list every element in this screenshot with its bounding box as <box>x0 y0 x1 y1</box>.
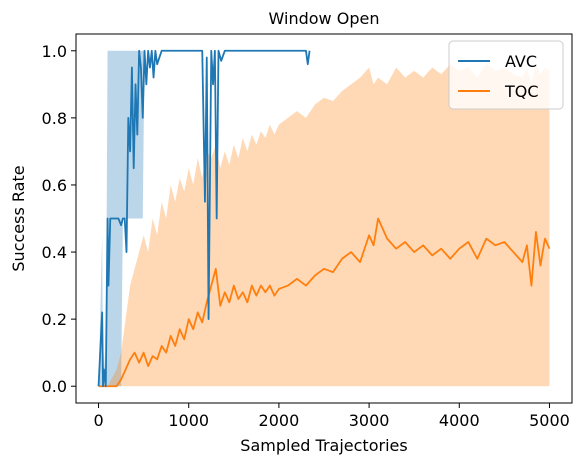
legend: AVC TQC <box>448 40 564 110</box>
y-tick-label: 0.8 <box>42 109 67 128</box>
confidence-bands <box>98 50 550 387</box>
x-axis-ticks: 0 1000 2000 3000 4000 5000 <box>93 403 570 430</box>
x-tick-label: 0 <box>93 411 103 430</box>
x-tick-label: 2000 <box>259 411 300 430</box>
line-tqc <box>98 217 551 388</box>
legend-label-avc: AVC <box>505 52 537 71</box>
y-tick-label: 0.2 <box>42 310 67 329</box>
plot-frame <box>75 33 573 404</box>
chart-title: Window Open <box>269 9 380 28</box>
y-tick-label: 1.0 <box>42 42 67 61</box>
y-tick-label: 0.4 <box>42 243 67 262</box>
band-avc <box>98 50 310 387</box>
x-tick-label: 1000 <box>168 411 209 430</box>
y-axis-ticks: 0.0 0.2 0.4 0.6 0.8 1.0 <box>42 42 76 396</box>
band-tqc <box>98 64 550 387</box>
x-axis-title: Sampled Trajectories <box>240 436 407 455</box>
x-tick-label: 3000 <box>349 411 390 430</box>
y-tick-label: 0.6 <box>42 176 67 195</box>
legend-label-tqc: TQC <box>504 82 539 101</box>
x-tick-label: 4000 <box>439 411 480 430</box>
series-lines <box>97 49 551 388</box>
line-avc <box>97 49 311 388</box>
x-tick-label: 5000 <box>529 411 570 430</box>
y-axis-title: Success Rate <box>9 165 28 271</box>
y-tick-label: 0.0 <box>42 377 67 396</box>
